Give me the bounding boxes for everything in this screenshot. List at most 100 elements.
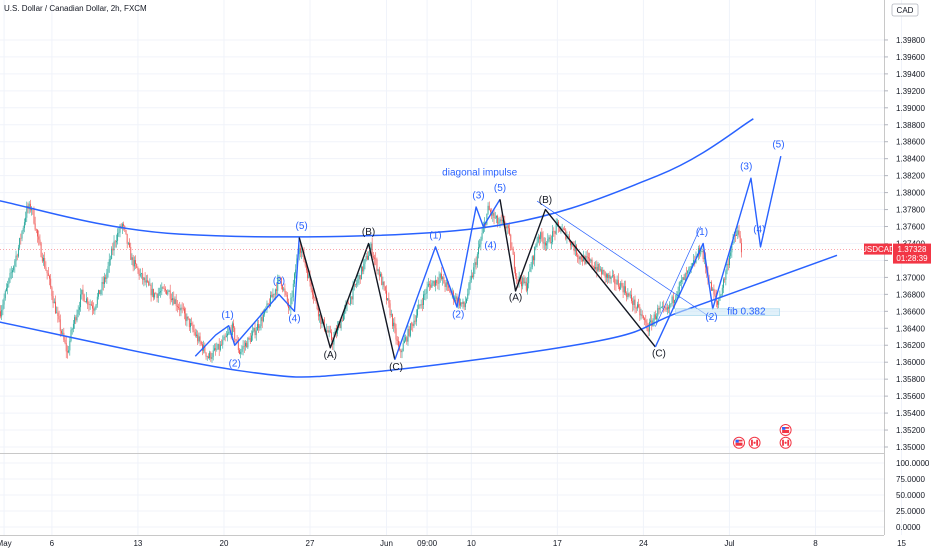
- candle-body: [426, 286, 428, 294]
- candle-body: [738, 230, 740, 236]
- candle: [737, 226, 739, 239]
- candle-body: [64, 339, 66, 343]
- indicator-axis[interactable]: 100.0000 75.0000 50.0000 25.0000 0.0000: [896, 459, 930, 532]
- wave-label: (B): [362, 227, 375, 238]
- candle: [439, 272, 441, 283]
- candle: [282, 284, 283, 293]
- candle: [219, 340, 221, 352]
- candle-body: [241, 348, 243, 352]
- candle-body: [631, 294, 632, 302]
- candle: [585, 251, 587, 265]
- candle-body: [529, 268, 531, 272]
- candle-body: [709, 282, 711, 283]
- candle-body: [46, 270, 48, 274]
- indicator-tick-label: 50.0000: [896, 491, 925, 500]
- candle: [50, 274, 52, 290]
- candle-body: [333, 336, 335, 345]
- price-axis[interactable]: 1.39800 1.39600 1.39400 1.39200 1.39000 1.388…: [884, 36, 925, 452]
- candle-body: [130, 246, 132, 260]
- candle-body: [29, 203, 31, 211]
- candle-body: [583, 256, 585, 262]
- candle-body: [734, 235, 736, 236]
- candle: [136, 263, 138, 269]
- candle-body: [319, 313, 321, 317]
- candle: [207, 353, 209, 359]
- us-flag-icon: [733, 436, 746, 449]
- candle: [501, 219, 503, 225]
- time-axis[interactable]: May 6 13 20 27 Jun 09:00 10 17 24 Jul 8 15: [0, 539, 907, 548]
- candle: [488, 201, 490, 211]
- candle: [629, 290, 631, 299]
- candle-body: [127, 243, 129, 244]
- candle: [476, 252, 478, 268]
- candle: [406, 335, 408, 345]
- candle-body: [276, 289, 277, 291]
- candle-body: [662, 306, 663, 308]
- candle-body: [87, 298, 89, 305]
- candle: [191, 317, 193, 326]
- candle-body: [674, 300, 675, 303]
- candle-body: [608, 274, 610, 278]
- currency-badge[interactable]: CAD: [891, 3, 919, 17]
- wave-label: (3): [472, 191, 484, 202]
- candle: [317, 307, 319, 321]
- candle: [411, 321, 413, 331]
- candle-body: [478, 247, 479, 255]
- candle: [34, 216, 36, 232]
- candle: [626, 291, 628, 302]
- candle: [419, 304, 421, 309]
- candle: [418, 299, 420, 310]
- candle: [380, 271, 381, 278]
- candle-body: [40, 243, 42, 257]
- candle-body: [467, 293, 469, 299]
- candle-body: [475, 262, 477, 265]
- candle-body: [577, 255, 579, 258]
- candle-body: [688, 268, 690, 271]
- candle: [7, 280, 9, 295]
- candle: [537, 233, 539, 244]
- fib-box: fib 0.382: [675, 307, 780, 318]
- candle-body: [31, 208, 33, 211]
- candle: [628, 292, 630, 298]
- candle-body: [616, 279, 618, 285]
- candle-body: [458, 298, 460, 306]
- candle: [4, 289, 6, 301]
- price-tick-label: 1.35000: [896, 443, 925, 452]
- price-tick-label: 1.35600: [896, 392, 925, 401]
- candle-body: [405, 337, 407, 341]
- candle: [224, 333, 226, 342]
- candle-body: [543, 242, 545, 244]
- candle-body: [387, 298, 389, 300]
- candle-body: [105, 277, 107, 279]
- candle: [634, 295, 636, 314]
- candle: [554, 230, 556, 241]
- candle: [135, 255, 136, 269]
- candle: [225, 331, 227, 338]
- candle: [329, 325, 331, 334]
- candle: [82, 284, 84, 301]
- candle-body: [357, 279, 359, 284]
- candle-body: [2, 304, 4, 311]
- wave-label: (C): [389, 362, 403, 373]
- candle-body: [277, 279, 279, 291]
- candle-body: [437, 282, 439, 284]
- candle-body: [384, 286, 386, 291]
- candle: [610, 276, 612, 284]
- candle-body: [682, 277, 684, 280]
- candle-body: [107, 266, 109, 273]
- candle: [193, 324, 195, 336]
- candle: [55, 295, 56, 315]
- candle: [360, 265, 362, 280]
- candle-body: [724, 279, 726, 280]
- candle: [41, 252, 43, 263]
- candle: [192, 321, 194, 333]
- candle: [464, 296, 466, 311]
- wave-label: (A): [324, 350, 337, 361]
- flag-band-left: [751, 439, 753, 446]
- candle: [248, 336, 250, 340]
- candle-body: [216, 349, 218, 350]
- candle: [253, 327, 255, 333]
- candle: [598, 263, 600, 272]
- candle: [437, 276, 439, 290]
- wave-label: (4): [484, 241, 496, 252]
